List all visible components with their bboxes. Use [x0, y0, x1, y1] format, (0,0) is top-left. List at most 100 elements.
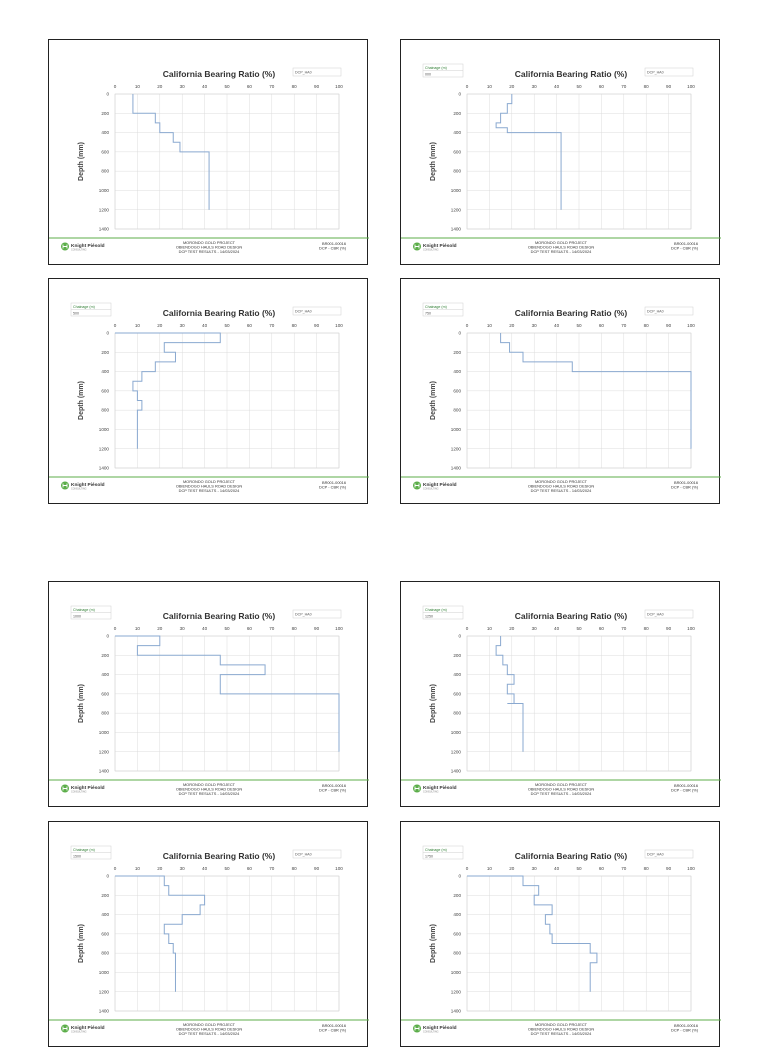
- dcp-label: DCP_HA0: [647, 853, 664, 857]
- chainage-value: 000: [425, 73, 431, 77]
- y-tick-label: 400: [101, 912, 109, 917]
- x-tick-label: 20: [157, 323, 163, 328]
- y-tick-label: 1400: [99, 1009, 110, 1014]
- x-tick-label: 0: [466, 84, 469, 89]
- chart-panel-5: California Bearing Ratio (%) Chainage (m)…: [48, 581, 369, 807]
- x-tick-label: 50: [576, 84, 582, 89]
- x-tick-label: 50: [576, 866, 582, 871]
- x-tick-label: 60: [247, 626, 253, 631]
- x-tick-label: 40: [554, 866, 560, 871]
- footer-ref-line: DCP - CBR (%): [671, 485, 699, 490]
- y-tick-label: 1000: [451, 427, 462, 432]
- y-tick-label: 1400: [99, 769, 110, 774]
- x-tick-label: 30: [532, 323, 538, 328]
- y-tick-label: 600: [453, 931, 461, 936]
- y-tick-label: 0: [106, 634, 109, 639]
- footer-project-line: DCP TEST RESULTS - 14/03/2024: [531, 249, 593, 254]
- x-tick-label: 30: [180, 323, 186, 328]
- x-tick-label: 90: [666, 84, 672, 89]
- x-tick-label: 40: [554, 626, 560, 631]
- y-tick-label: 800: [453, 169, 461, 174]
- logo-name: Knight Piésold: [71, 243, 105, 249]
- x-tick-label: 70: [621, 626, 627, 631]
- chainage-label: Chainage (m): [425, 66, 447, 70]
- y-tick-label: 200: [101, 893, 109, 898]
- x-tick-label: 60: [599, 626, 605, 631]
- y-tick-label: 1200: [451, 989, 462, 994]
- x-tick-label: 50: [224, 626, 230, 631]
- y-tick-label: 0: [106, 874, 109, 879]
- logo-name: Knight Piésold: [71, 482, 105, 488]
- logo-sub: CONSULTING: [423, 1031, 439, 1034]
- x-tick-label: 20: [157, 866, 163, 871]
- y-tick-label: 400: [453, 672, 461, 677]
- y-tick-label: 400: [453, 130, 461, 135]
- y-tick-label: 800: [101, 408, 109, 413]
- footer-ref-line: DCP - CBR (%): [671, 788, 699, 793]
- y-tick-label: 0: [458, 874, 461, 879]
- y-axis-label: Depth (mm): [78, 684, 85, 723]
- y-tick-label: 1200: [99, 989, 110, 994]
- x-tick-label: 20: [509, 866, 515, 871]
- dcp-box: [292, 306, 342, 316]
- x-tick-label: 80: [292, 84, 298, 89]
- dcp-box: [644, 306, 694, 316]
- cbr-chart: California Bearing Ratio (%) Chainage (m)…: [49, 302, 369, 493]
- y-tick-label: 400: [453, 369, 461, 374]
- x-tick-label: 100: [335, 626, 343, 631]
- x-tick-label: 0: [466, 626, 469, 631]
- chart-title: California Bearing Ratio (%): [515, 308, 628, 318]
- x-tick-label: 30: [532, 626, 538, 631]
- x-tick-label: 30: [532, 866, 538, 871]
- plot-frame: [114, 875, 340, 1012]
- chainage-label: Chainage (m): [425, 848, 447, 852]
- x-tick-label: 20: [509, 323, 515, 328]
- chainage-label: Chainage (m): [73, 305, 95, 309]
- cbr-series-line: [467, 875, 598, 992]
- x-tick-label: 100: [335, 866, 343, 871]
- x-tick-label: 50: [576, 323, 582, 328]
- logo-sub: CONSULTING: [423, 488, 439, 491]
- x-tick-label: 20: [157, 84, 163, 89]
- y-tick-label: 0: [106, 331, 109, 336]
- logo-sub: CONSULTING: [71, 488, 87, 491]
- x-tick-label: 30: [180, 866, 186, 871]
- chainage-value: 500: [73, 312, 79, 316]
- y-tick-label: 1000: [99, 188, 110, 193]
- chart-title: California Bearing Ratio (%): [163, 611, 276, 621]
- x-tick-label: 70: [621, 866, 627, 871]
- y-axis-label: Depth (mm): [430, 381, 437, 420]
- x-tick-label: 90: [666, 626, 672, 631]
- footer-ref-line: DCP - CBR (%): [671, 1028, 699, 1033]
- y-tick-label: 400: [453, 912, 461, 917]
- x-tick-label: 90: [666, 323, 672, 328]
- dcp-box: [644, 67, 694, 77]
- dcp-label: DCP_HA0: [647, 310, 664, 314]
- x-tick-label: 10: [487, 323, 493, 328]
- y-tick-label: 200: [101, 111, 109, 116]
- logo-icon-mark: [414, 786, 420, 791]
- y-tick-label: 0: [106, 92, 109, 97]
- y-tick-label: 1200: [99, 207, 110, 212]
- x-tick-label: 100: [687, 626, 695, 631]
- x-tick-label: 20: [157, 626, 163, 631]
- y-tick-label: 1400: [99, 466, 110, 471]
- plot-frame: [466, 635, 692, 772]
- y-tick-label: 1000: [99, 730, 110, 735]
- dcp-label: DCP_HA0: [295, 613, 312, 617]
- dcp-label: DCP_HA0: [647, 613, 664, 617]
- y-tick-label: 800: [101, 951, 109, 956]
- footer-ref-line: BR001-00016: [674, 783, 698, 788]
- dcp-label: DCP_HA0: [295, 310, 312, 314]
- chart-panel-8: California Bearing Ratio (%) Chainage (m)…: [400, 821, 721, 1047]
- cbr-series-line: [115, 635, 340, 752]
- y-tick-label: 0: [458, 331, 461, 336]
- x-tick-label: 40: [554, 84, 560, 89]
- cbr-chart: California Bearing Ratio (%) Chainage (m)…: [401, 845, 721, 1036]
- y-tick-label: 1400: [451, 769, 462, 774]
- chart-panel-2: California Bearing Ratio (%) Chainage (m)…: [400, 39, 721, 265]
- logo-icon-mark: [414, 483, 420, 488]
- y-tick-label: 200: [101, 350, 109, 355]
- x-tick-label: 60: [247, 866, 253, 871]
- x-tick-label: 30: [180, 84, 186, 89]
